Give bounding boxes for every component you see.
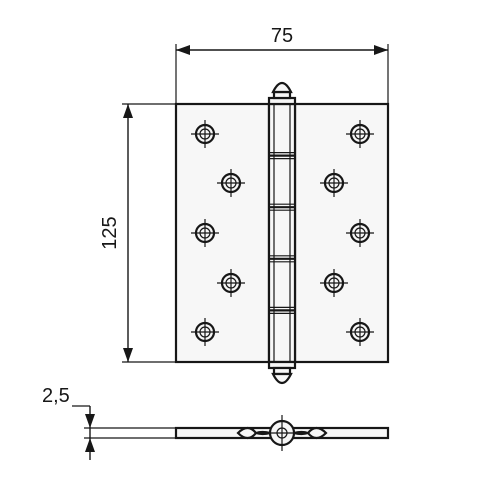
hinge-technical-drawing: 75 125 2,5 xyxy=(0,0,500,500)
dimension-thickness-label: 2,5 xyxy=(42,385,70,407)
dimension-height-label: 125 xyxy=(99,216,121,249)
dimension-width-label: 75 xyxy=(271,25,293,47)
